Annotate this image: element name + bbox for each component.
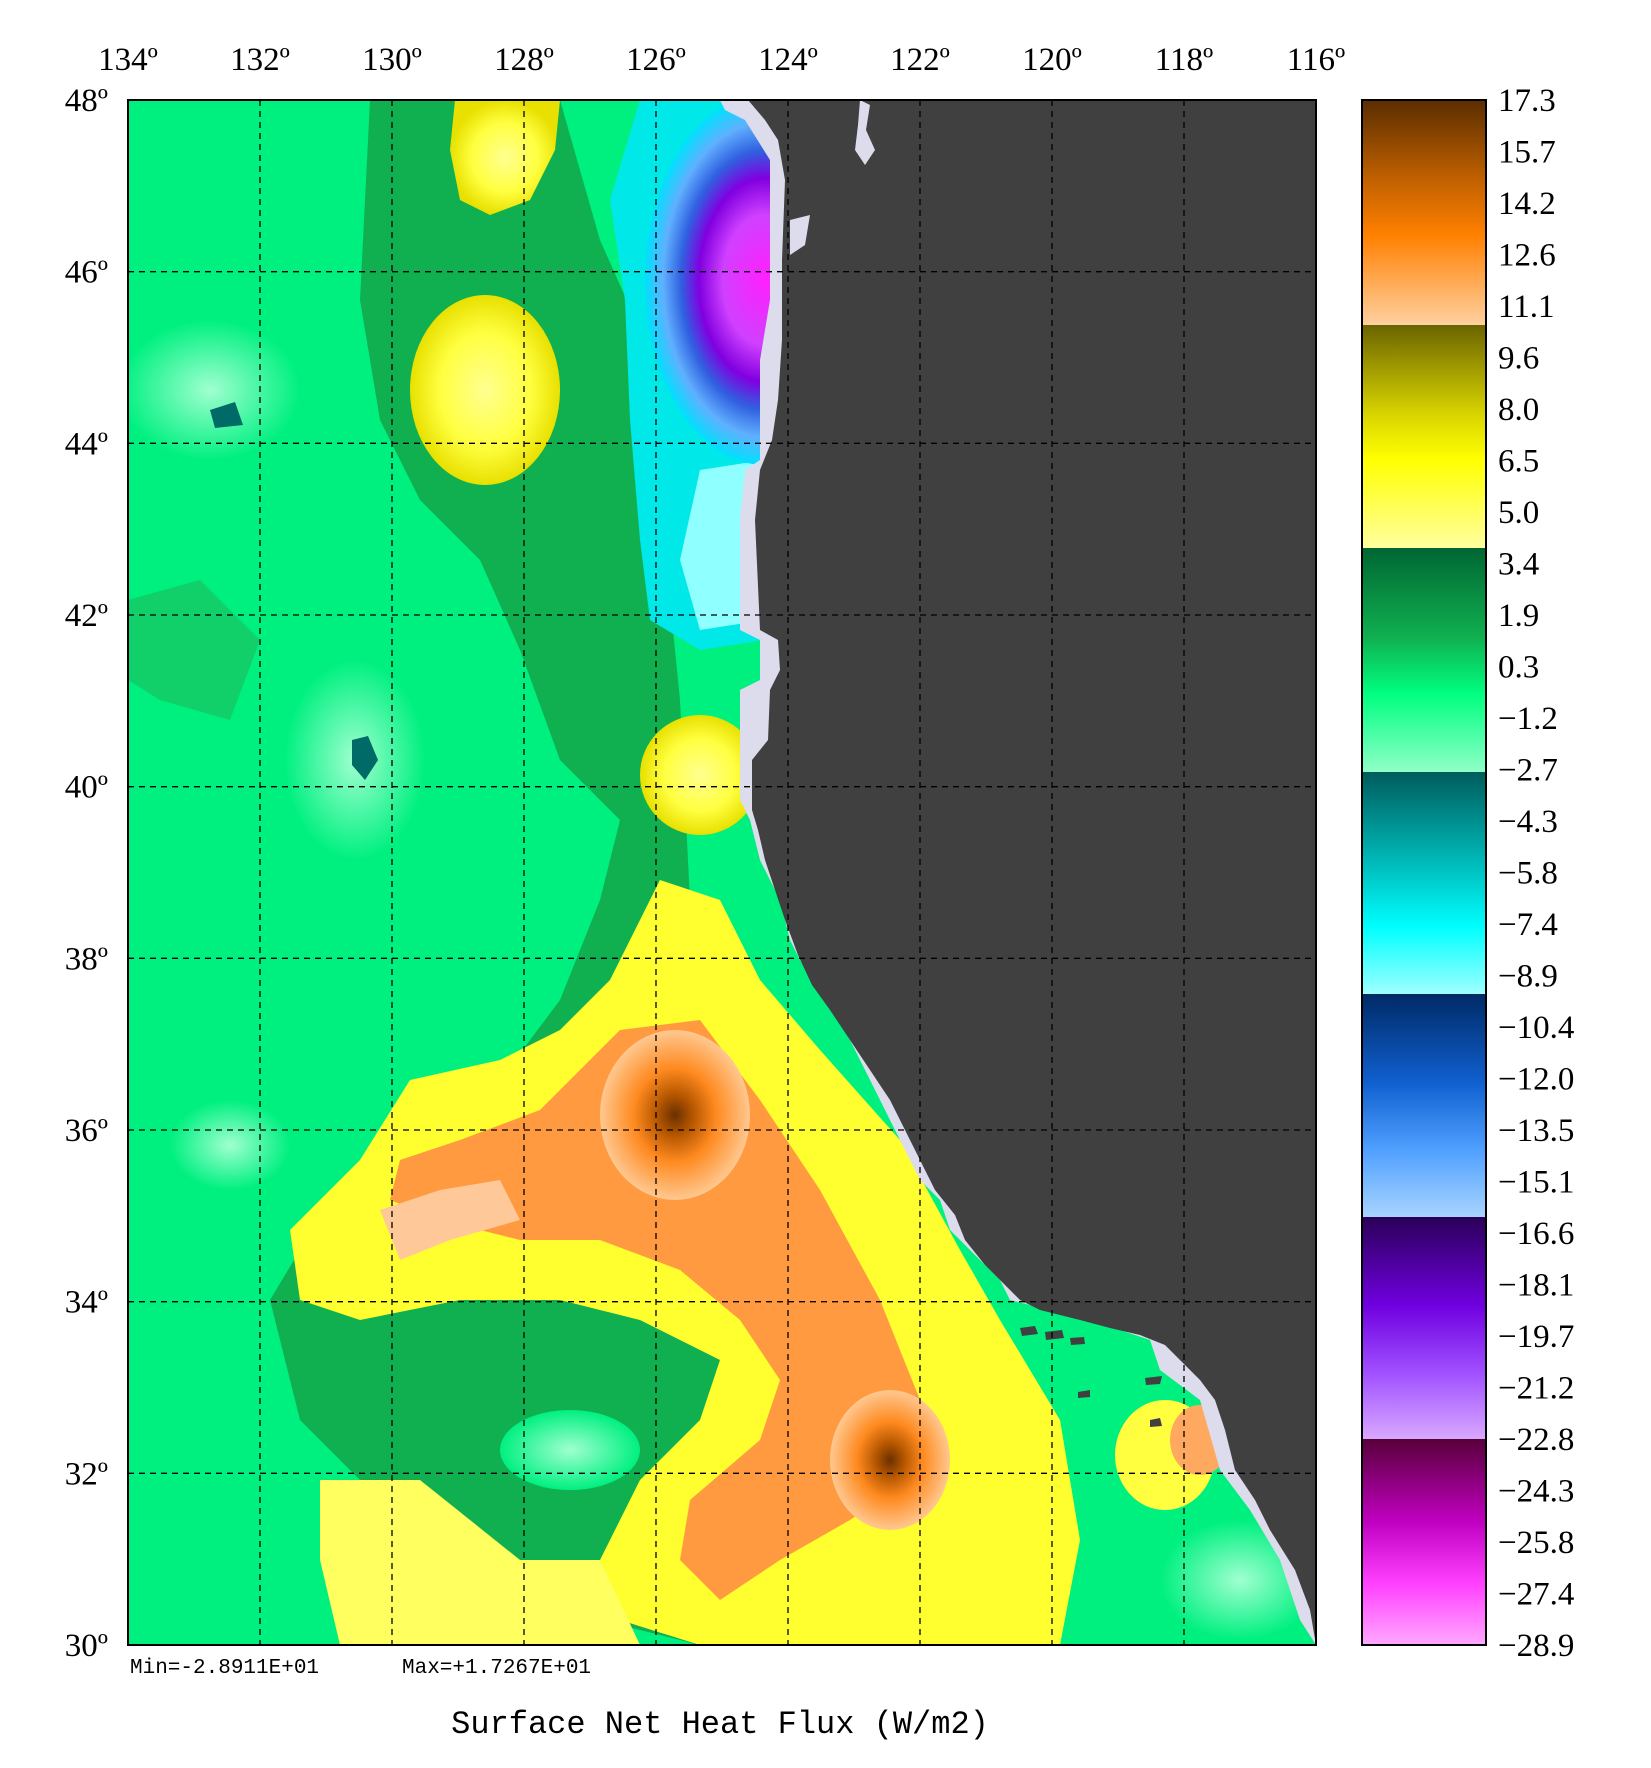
lat-tick-label: 46º	[65, 255, 108, 291]
teal-spot-41n	[352, 736, 378, 780]
colorbar-band-brown	[1362, 100, 1486, 325]
colorbar-tick-label: −5.8	[1498, 856, 1558, 892]
yellow-patch-north	[450, 100, 560, 215]
colorbar: 17.3 15.7 14.2 12.6 11.1 9.6 8.0 6.5 5.0 3.4 1.9 0.…	[1361, 83, 1574, 1664]
colorbar-tick-label: −18.1	[1498, 1268, 1574, 1304]
colorbar-band-green	[1362, 548, 1486, 772]
lat-tick-label: 42º	[65, 598, 108, 634]
graticule	[128, 100, 1316, 1645]
colorbar-tick-label: 14.2	[1498, 186, 1556, 222]
lon-tick-label: 128º	[494, 42, 554, 78]
longitude-tick-labels: 134º 132º 130º 128º 126º 124º 122º 120º 118º 116º	[98, 42, 1345, 78]
colorbar-tick-label: 3.4	[1498, 547, 1539, 583]
lon-tick-label: 126º	[626, 42, 686, 78]
map-title: Surface Net Heat Flux (W/m2)	[451, 1706, 989, 1743]
lat-tick-label: 32º	[65, 1456, 108, 1492]
map-plot-area	[128, 100, 1316, 1645]
colorbar-tick-label: 12.6	[1498, 238, 1556, 274]
mint-patch-44n	[128, 320, 300, 460]
max-label: Max=+1.7267E+01	[402, 1657, 591, 1680]
colorbar-tick-label: 5.0	[1498, 495, 1539, 531]
colorbar-tick-label: 8.0	[1498, 392, 1539, 428]
land-mass	[748, 100, 1316, 1645]
yellow-patch-45n	[410, 295, 560, 485]
lat-tick-label: 30º	[65, 1628, 108, 1664]
warm-region-peach	[380, 1180, 520, 1260]
colorbar-tick-label: −4.3	[1498, 804, 1558, 840]
colorbar-band-purple	[1362, 1217, 1486, 1439]
lon-tick-label: 120º	[1022, 42, 1082, 78]
colorbar-tick-label: 6.5	[1498, 444, 1539, 480]
puget-sound	[790, 100, 875, 255]
lon-tick-label: 122º	[890, 42, 950, 78]
lat-tick-label: 34º	[65, 1285, 108, 1321]
warm-core-36n	[600, 1030, 750, 1200]
lat-tick-label: 44º	[65, 426, 108, 462]
lat-tick-label: 40º	[65, 770, 108, 806]
min-label: Min=-2.8911E+01	[130, 1657, 319, 1680]
colorbar-band-cyan	[1362, 772, 1486, 994]
colorbar-tick-label: −24.3	[1498, 1474, 1574, 1510]
warm-core-32n	[830, 1390, 950, 1530]
colorbar-tick-label: −19.7	[1498, 1319, 1574, 1355]
mint-patch-33n	[500, 1410, 640, 1490]
colorbar-tick-label: −22.8	[1498, 1422, 1574, 1458]
colorbar-tick-label: 1.9	[1498, 598, 1539, 634]
warm-region-yellow-south	[320, 1480, 640, 1645]
map-frame	[127, 99, 1317, 1646]
colorbar-tick-label: −1.2	[1498, 701, 1558, 737]
lat-tick-label: 38º	[65, 941, 108, 977]
colorbar-tick-label: −25.8	[1498, 1525, 1574, 1561]
colorbar-labels: 17.3 15.7 14.2 12.6 11.1 9.6 8.0 6.5 5.0 3.4 1.9 0.…	[1498, 83, 1574, 1664]
lat-tick-label: 48º	[65, 83, 108, 119]
colorbar-tick-label: −2.7	[1498, 753, 1558, 789]
colorbar-tick-label: −12.0	[1498, 1062, 1574, 1098]
lon-tick-label: 124º	[758, 42, 818, 78]
colorbar-tick-label: −7.4	[1498, 907, 1558, 943]
colorbar-tick-label: 15.7	[1498, 135, 1556, 171]
yellow-patch-41n	[640, 715, 760, 835]
colorbar-tick-label: −16.6	[1498, 1216, 1574, 1252]
colorbar-tick-label: −21.2	[1498, 1371, 1574, 1407]
lon-tick-label: 118º	[1155, 42, 1214, 78]
lon-tick-label: 116º	[1287, 42, 1346, 78]
lon-tick-label: 132º	[230, 42, 290, 78]
colorbar-tick-label: −10.4	[1498, 1010, 1574, 1046]
lat-tick-label: 36º	[65, 1113, 108, 1149]
colorbar-tick-label: 17.3	[1498, 83, 1556, 119]
colorbar-band-magenta	[1362, 1439, 1486, 1645]
latitude-tick-labels: 48º 46º 44º 42º 40º 38º 36º 34º 32º 30º	[65, 83, 108, 1664]
mint-patch-36n	[170, 1100, 290, 1190]
colorbar-band-blue	[1362, 994, 1486, 1217]
colorbar-frame	[1361, 99, 1487, 1646]
lon-tick-label: 134º	[98, 42, 158, 78]
teal-spot-44n	[210, 402, 243, 428]
colorbar-tick-label: −27.4	[1498, 1577, 1574, 1613]
colorbar-band-yellow	[1362, 325, 1486, 548]
lon-tick-label: 130º	[362, 42, 422, 78]
colorbar-tick-label: 9.6	[1498, 341, 1539, 377]
colorbar-tick-label: −15.1	[1498, 1165, 1574, 1201]
colorbar-tick-label: 0.3	[1498, 650, 1539, 686]
colorbar-tick-label: −28.9	[1498, 1628, 1574, 1664]
colorbar-tick-label: 11.1	[1498, 289, 1555, 325]
colorbar-tick-label: −8.9	[1498, 959, 1558, 995]
colorbar-tick-label: −13.5	[1498, 1113, 1574, 1149]
